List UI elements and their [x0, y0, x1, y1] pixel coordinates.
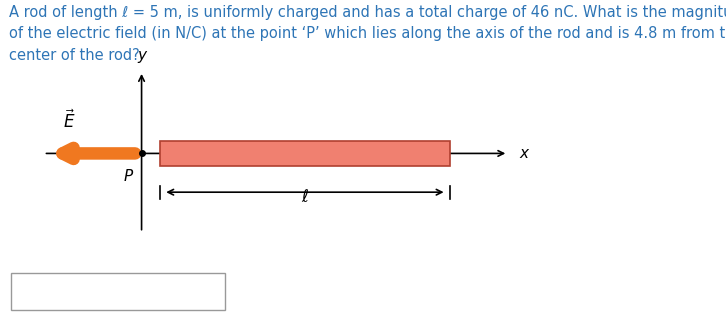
Bar — [11, 273, 225, 310]
Text: center of the rod?: center of the rod? — [9, 48, 140, 63]
Bar — [160, 141, 450, 165]
Text: x: x — [519, 146, 528, 161]
Text: A rod of length ℓ = 5 m, is uniformly charged and has a total charge of 46 nC. W: A rod of length ℓ = 5 m, is uniformly ch… — [9, 5, 726, 20]
Text: y: y — [137, 48, 146, 63]
Text: $\vec{E}$: $\vec{E}$ — [62, 110, 76, 132]
Text: $P$: $P$ — [123, 168, 134, 184]
Text: of the electric field (in N/C) at the point ‘P’ which lies along the axis of the: of the electric field (in N/C) at the po… — [9, 26, 726, 41]
Text: $\ell$: $\ell$ — [301, 188, 309, 206]
